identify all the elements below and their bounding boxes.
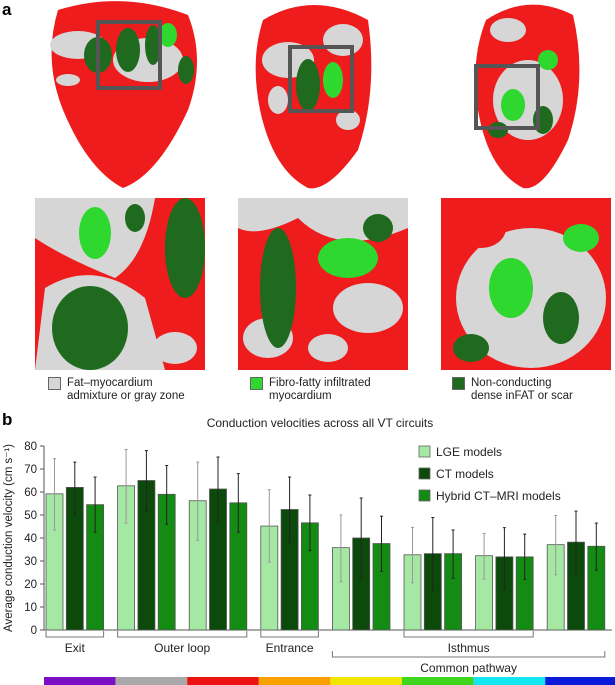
y-tick-label: 80 bbox=[24, 441, 37, 453]
legend-scar: Non-conducting dense inFAT or scar bbox=[452, 377, 573, 403]
zoom-crop-2 bbox=[238, 198, 408, 370]
legend-swatch-gray bbox=[48, 377, 61, 390]
bracket-entrance bbox=[260, 631, 319, 638]
legend-line1: Non-conducting bbox=[471, 377, 552, 389]
y-tick-label: 70 bbox=[24, 464, 37, 476]
panel-b-label: b bbox=[2, 410, 13, 429]
heart-model-1 bbox=[50, 1, 197, 188]
bracket-outer-loop bbox=[117, 631, 248, 638]
legend-swatch bbox=[418, 489, 431, 502]
bracket-common-pathway bbox=[331, 651, 606, 658]
panel-a-label: a bbox=[2, 0, 12, 19]
heart-model-2 bbox=[255, 5, 372, 189]
legend-line1: Fibro-fatty infiltrated bbox=[269, 377, 371, 389]
legend-swatch-green bbox=[250, 377, 263, 390]
bracket-label: Entrance bbox=[266, 641, 314, 655]
legend-fibro-fatty: Fibro-fatty infiltrated myocardium bbox=[250, 377, 371, 403]
category-color-bar-3 bbox=[187, 677, 259, 685]
legend-line1: Fat–myocardium bbox=[67, 377, 153, 389]
category-color-bar-6 bbox=[402, 677, 474, 685]
category-color-bar-7 bbox=[473, 677, 546, 685]
bracket-isthmus bbox=[403, 631, 534, 638]
category-color-bar-1 bbox=[44, 677, 116, 685]
bracket-label: Isthmus bbox=[448, 641, 490, 655]
category-color-bar-8 bbox=[545, 677, 615, 685]
legend-swatch bbox=[418, 467, 431, 480]
heart-model-3 bbox=[474, 4, 580, 189]
legend-swatch bbox=[418, 445, 431, 458]
y-tick-label: 40 bbox=[24, 533, 37, 545]
bracket-label: Exit bbox=[65, 641, 86, 655]
y-tick-label: 20 bbox=[24, 579, 37, 591]
zoom-crop-3 bbox=[441, 198, 611, 370]
bracket-label: Common pathway bbox=[420, 661, 517, 675]
bracket-exit bbox=[45, 631, 105, 638]
category-color-bar-4 bbox=[258, 677, 331, 685]
legend-line2: dense inFAT or scar bbox=[471, 390, 573, 402]
legend-gray-zone: Fat–myocardium admixture or gray zone bbox=[48, 377, 185, 403]
legend-swatch-dark-green bbox=[452, 377, 465, 390]
zoom-crop-1 bbox=[35, 198, 205, 370]
bar-chart: Conduction velocities across all VT circ… bbox=[3, 416, 615, 685]
legend-line2: admixture or gray zone bbox=[67, 390, 185, 402]
y-tick-label: 60 bbox=[24, 487, 37, 499]
legend-label: Hybrid CT–MRI models bbox=[436, 489, 561, 503]
chart-title: Conduction velocities across all VT circ… bbox=[207, 416, 434, 430]
bracket-label: Outer loop bbox=[154, 641, 210, 655]
y-tick-label: 30 bbox=[24, 556, 37, 568]
y-tick-label: 10 bbox=[24, 602, 37, 614]
legend-label: LGE models bbox=[436, 445, 502, 459]
y-axis-label: Average conduction velocity (cm s⁻¹) bbox=[3, 444, 15, 632]
y-tick-label: 50 bbox=[24, 510, 37, 522]
category-color-bar-2 bbox=[115, 677, 188, 685]
legend-label: CT models bbox=[436, 467, 494, 481]
y-tick-label: 0 bbox=[31, 625, 37, 637]
legend-line2: myocardium bbox=[269, 390, 332, 402]
category-color-bar-5 bbox=[330, 677, 402, 685]
